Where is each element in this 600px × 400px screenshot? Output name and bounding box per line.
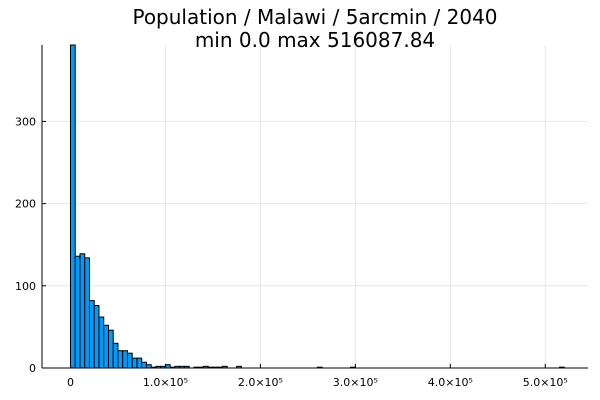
axes (41, 45, 588, 369)
histogram-bar (107, 329, 114, 369)
histogram-bar (136, 357, 143, 369)
histogram-bar (112, 342, 119, 369)
y-tick-label: 100 (15, 280, 36, 293)
histogram-bar (141, 361, 147, 369)
histogram-bar (69, 44, 76, 369)
histogram-bar (79, 253, 86, 369)
histogram-bar (103, 324, 109, 369)
tick-labels: 0 1.0×10⁵ 2.0×10⁵ 3.0×10⁵ 4.0×10⁵ 5.0×10⁵ 0 100… (15, 115, 568, 389)
x-tick-label: 5.0×10⁵ (523, 376, 568, 389)
histogram-bar (84, 257, 90, 369)
chart-title-line2: min 0.0 max 516087.84 (195, 28, 435, 52)
y-tick-label: 300 (15, 115, 36, 128)
chart-title-line1: Population / Malawi / 5arcmin / 2040 (132, 5, 497, 29)
histogram-bar (74, 255, 81, 369)
y-tick-label: 0 (29, 362, 36, 375)
histogram-bar (126, 352, 133, 369)
x-tick-label: 3.0×10⁵ (333, 376, 378, 389)
y-tick-label: 200 (15, 198, 36, 211)
x-tick-label: 1.0×10⁵ (143, 376, 188, 389)
histogram-bar (98, 316, 105, 369)
histogram-bar (122, 350, 128, 369)
x-tick-label: 2.0×10⁵ (238, 376, 283, 389)
histogram-bar (93, 305, 100, 369)
histogram-bar (88, 300, 95, 369)
grid-lines (42, 45, 588, 369)
histogram-bar (117, 350, 124, 369)
x-tick-label: 4.0×10⁵ (428, 376, 473, 389)
histogram-bar (131, 357, 138, 369)
histogram-bars (69, 44, 565, 369)
x-tick-label: 0 (67, 376, 74, 389)
